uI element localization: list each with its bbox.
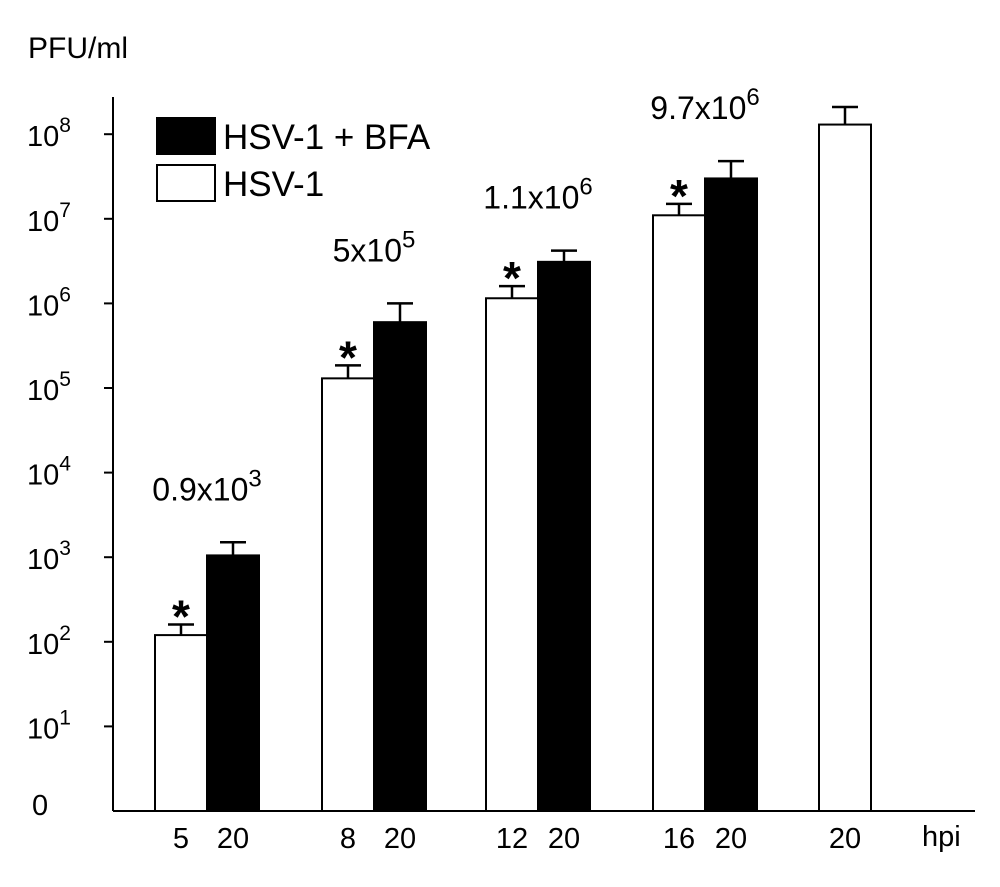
bar [321, 377, 375, 812]
y-tick-label: 101 [27, 706, 71, 745]
significance-marker: * [503, 252, 521, 304]
significance-marker: * [339, 331, 357, 383]
group-annotation: 0.9x103 [152, 465, 261, 507]
bar [652, 214, 706, 813]
x-tick-label: 20 [384, 823, 416, 855]
bar [373, 321, 427, 812]
x-tick-label: 20 [715, 823, 747, 855]
group-annotation: 5x105 [333, 226, 416, 268]
y-tick-label: 103 [27, 537, 71, 576]
bar [206, 554, 260, 813]
x-tick-label: 16 [663, 823, 695, 855]
significance-marker: * [670, 170, 688, 222]
legend-label: HSV-1 + BFA [223, 118, 431, 157]
legend-label: HSV-1 [223, 165, 324, 204]
y-tick-label: 0 [32, 790, 48, 822]
y-tick-label: 106 [27, 283, 71, 322]
x-axis-label: hpi [922, 821, 961, 853]
y-tick-label: 102 [27, 622, 71, 661]
bar [154, 634, 208, 812]
y-tick-label: 107 [27, 199, 71, 238]
x-tick-label: 20 [829, 823, 861, 855]
x-tick-label: 20 [217, 823, 249, 855]
bar [818, 123, 872, 813]
y-tick-label: 105 [27, 368, 71, 407]
x-tick-label: 20 [548, 823, 580, 855]
significance-marker: * [172, 591, 190, 643]
group-annotation: 1.1x106 [483, 174, 592, 216]
x-tick-label: 12 [496, 823, 528, 855]
bar [485, 297, 539, 812]
legend-swatch [156, 117, 216, 155]
x-tick-label: 5 [173, 823, 189, 855]
bar [704, 177, 758, 812]
y-tick-label: 108 [27, 114, 71, 153]
bar [537, 260, 591, 812]
y-axis-label: PFU/ml [28, 32, 128, 65]
x-tick-label: 8 [340, 823, 356, 855]
legend-swatch [156, 164, 216, 202]
y-tick-label: 104 [27, 453, 71, 492]
group-annotation: 9.7x106 [650, 84, 759, 126]
